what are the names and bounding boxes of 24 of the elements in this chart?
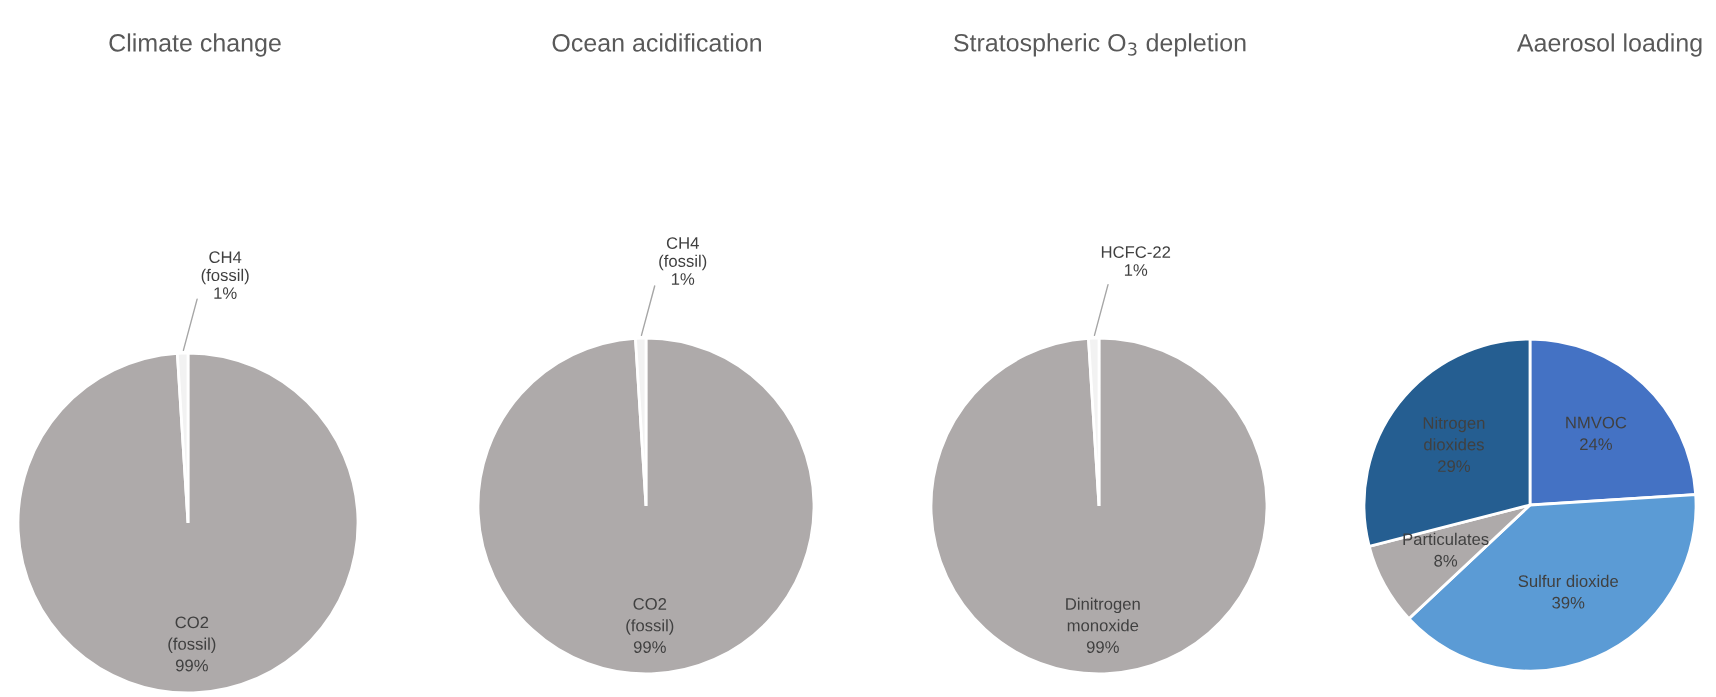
slice-label: Dinitrogen monoxide [1066, 597, 1140, 632]
slice-label: CH4 (fossil) [201, 251, 249, 285]
slice-label: CO2 (fossil) [168, 616, 216, 654]
data-label: 99% [1086, 641, 1119, 653]
chart-title: Climate change [109, 33, 281, 57]
slice-label: Nitrogen dioxides [1423, 416, 1485, 451]
data-label: 29% [1438, 460, 1471, 473]
chart-title: Stratospheric O$_{3}$ depletion [954, 33, 1246, 57]
data-label: 99% [633, 641, 666, 653]
slice-label: Sulfur dioxide [1518, 574, 1618, 588]
slice-label: CO2 (fossil) [626, 598, 674, 635]
slice-label: Particulates [1403, 532, 1489, 546]
data-label: 99% [175, 659, 208, 672]
data-label: 39% [1552, 596, 1585, 609]
data-label: 1% [671, 273, 695, 285]
data-label: 1% [1124, 264, 1148, 276]
data-label: 1% [214, 287, 237, 299]
chart-title: Aaerosol loading [1516, 33, 1702, 57]
slice-label: HCFC-22 [1101, 246, 1171, 258]
slice-label: NMVOC [1566, 416, 1627, 429]
data-label: 8% [1434, 554, 1458, 567]
data-label: 24% [1580, 438, 1612, 451]
slice-label: CH4 (fossil) [659, 237, 707, 271]
chart-title: Ocean acidification [552, 33, 761, 52]
